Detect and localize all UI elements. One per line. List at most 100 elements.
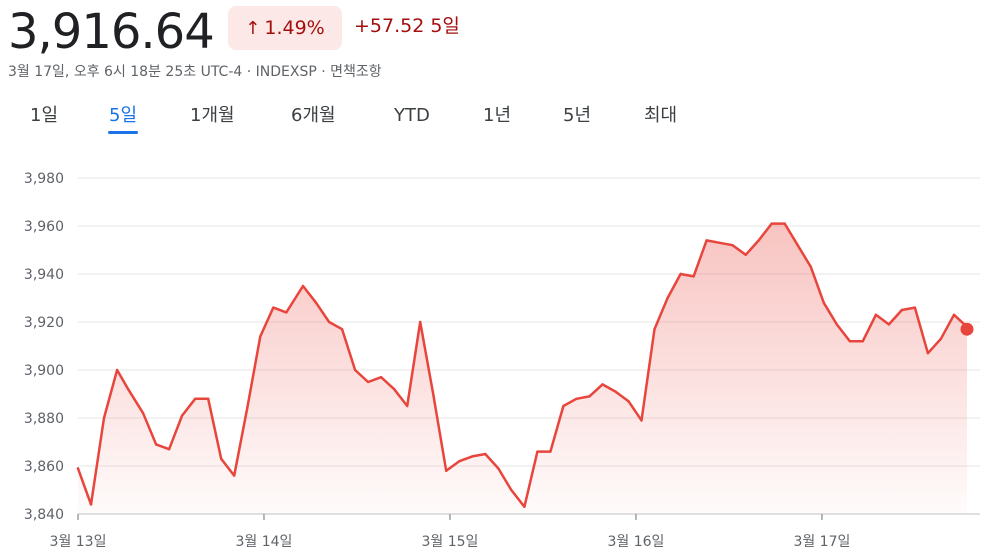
data-point: [340, 328, 344, 331]
y-tick-label: 3,960: [24, 219, 64, 235]
data-point: [471, 455, 474, 458]
tab-ytd[interactable]: YTD: [394, 100, 430, 132]
data-point: [141, 412, 145, 415]
change-period-label: 5일: [430, 15, 460, 37]
tab-1d[interactable]: 1일: [30, 100, 58, 132]
data-point: [536, 450, 539, 453]
data-point: [757, 239, 760, 242]
data-point: [835, 323, 838, 326]
data-point: [233, 474, 236, 477]
y-tick-label: 3,920: [24, 315, 64, 331]
tab-label: 5일: [109, 105, 138, 126]
data-point: [484, 452, 487, 456]
absolute-change: +57.52 5일: [354, 12, 460, 40]
data-point: [549, 450, 552, 453]
tab-1y[interactable]: 1년: [483, 100, 511, 132]
data-point: [692, 275, 695, 278]
tab-1m[interactable]: 1개월: [190, 100, 235, 132]
data-point: [874, 313, 878, 316]
data-point: [327, 320, 331, 324]
tab-label: 1개월: [190, 105, 235, 126]
data-point: [679, 272, 682, 276]
data-point: [167, 448, 171, 451]
data-point: [115, 368, 119, 372]
arrow-up-icon: ↑: [245, 17, 261, 39]
data-point: [497, 467, 500, 470]
data-point: [601, 383, 604, 386]
x-tick-label: 3월 13일: [50, 534, 107, 550]
data-point: [432, 392, 435, 396]
data-point: [861, 340, 864, 343]
data-point: [353, 368, 357, 372]
data-point: [718, 241, 721, 244]
data-point: [952, 313, 956, 316]
tab-label: 최대: [644, 105, 678, 126]
y-tick-label: 3,840: [24, 507, 64, 523]
y-tick-label: 3,980: [24, 171, 64, 187]
data-point: [510, 488, 513, 492]
data-point: [809, 265, 812, 268]
tab-label: YTD: [394, 105, 430, 126]
x-tick-label: 3월 17일: [793, 534, 850, 550]
data-point: [887, 323, 891, 326]
tab-label: 1년: [483, 105, 512, 126]
data-point: [379, 376, 383, 379]
price-area-fill: [78, 223, 967, 514]
y-tick-label: 3,900: [24, 363, 64, 379]
data-point: [848, 340, 851, 343]
data-point: [220, 457, 223, 460]
data-point: [900, 308, 904, 312]
tab-5y[interactable]: 5년: [563, 100, 591, 132]
x-tick-label: 3월 16일: [607, 534, 664, 550]
tab-max[interactable]: 최대: [644, 100, 677, 132]
y-tick-label: 3,940: [24, 267, 64, 283]
data-point: [666, 296, 669, 300]
range-tabs: 1일 5일 1개월 6개월 YTD 1년 5년 최대: [0, 100, 993, 140]
absolute-change-value: +57.52: [354, 15, 425, 37]
data-point: [154, 443, 158, 446]
data-point: [102, 416, 106, 420]
price-chart[interactable]: 3,840 3,860 3,880 3,900 3,920 3,940 3,960 3,980…: [0, 160, 993, 556]
data-point: [445, 469, 448, 472]
y-tick-label: 3,880: [24, 411, 64, 427]
data-point: [588, 395, 591, 398]
data-point: [180, 414, 184, 417]
data-point: [562, 404, 565, 408]
data-point: [731, 244, 734, 247]
data-point: [640, 419, 643, 422]
percent-change-value: 1.49%: [264, 17, 325, 39]
data-point: [523, 505, 526, 508]
tab-5d[interactable]: 5일: [108, 100, 139, 134]
data-point: [419, 320, 422, 324]
tab-label: 6개월: [291, 105, 336, 126]
current-price: 3,916.64: [8, 4, 215, 60]
y-axis: 3,840 3,860 3,880 3,900 3,920 3,940 3,960 3,980: [24, 171, 64, 523]
data-point: [314, 301, 318, 304]
data-point: [575, 397, 578, 400]
tab-label: 5년: [563, 105, 592, 126]
data-point: [926, 352, 930, 355]
last-price-dot[interactable]: [960, 322, 974, 336]
data-point: [246, 407, 249, 410]
data-point: [653, 328, 656, 331]
data-point: [89, 503, 93, 506]
data-point: [783, 222, 786, 225]
tab-label: 1일: [30, 105, 59, 126]
percent-change-badge: ↑ 1.49%: [228, 6, 342, 50]
data-point: [913, 306, 917, 309]
data-point: [822, 301, 825, 304]
tab-6m[interactable]: 6개월: [291, 100, 336, 132]
x-axis: 3월 13일 3월 14일 3월 15일 3월 16일 3월 17일: [50, 514, 850, 550]
quote-timestamp-line: 3월 17일, 오후 6시 18분 25초 UTC-4 · INDEXSP · …: [8, 64, 382, 80]
data-point: [393, 388, 396, 391]
data-point: [939, 337, 943, 340]
data-point: [76, 467, 80, 470]
data-point: [796, 244, 799, 247]
data-point: [705, 239, 708, 242]
active-tab-underline: [108, 131, 139, 134]
data-point: [207, 397, 210, 400]
data-point: [301, 284, 305, 288]
data-point: [744, 253, 747, 256]
data-point: [406, 404, 409, 408]
data-point: [127, 388, 130, 391]
